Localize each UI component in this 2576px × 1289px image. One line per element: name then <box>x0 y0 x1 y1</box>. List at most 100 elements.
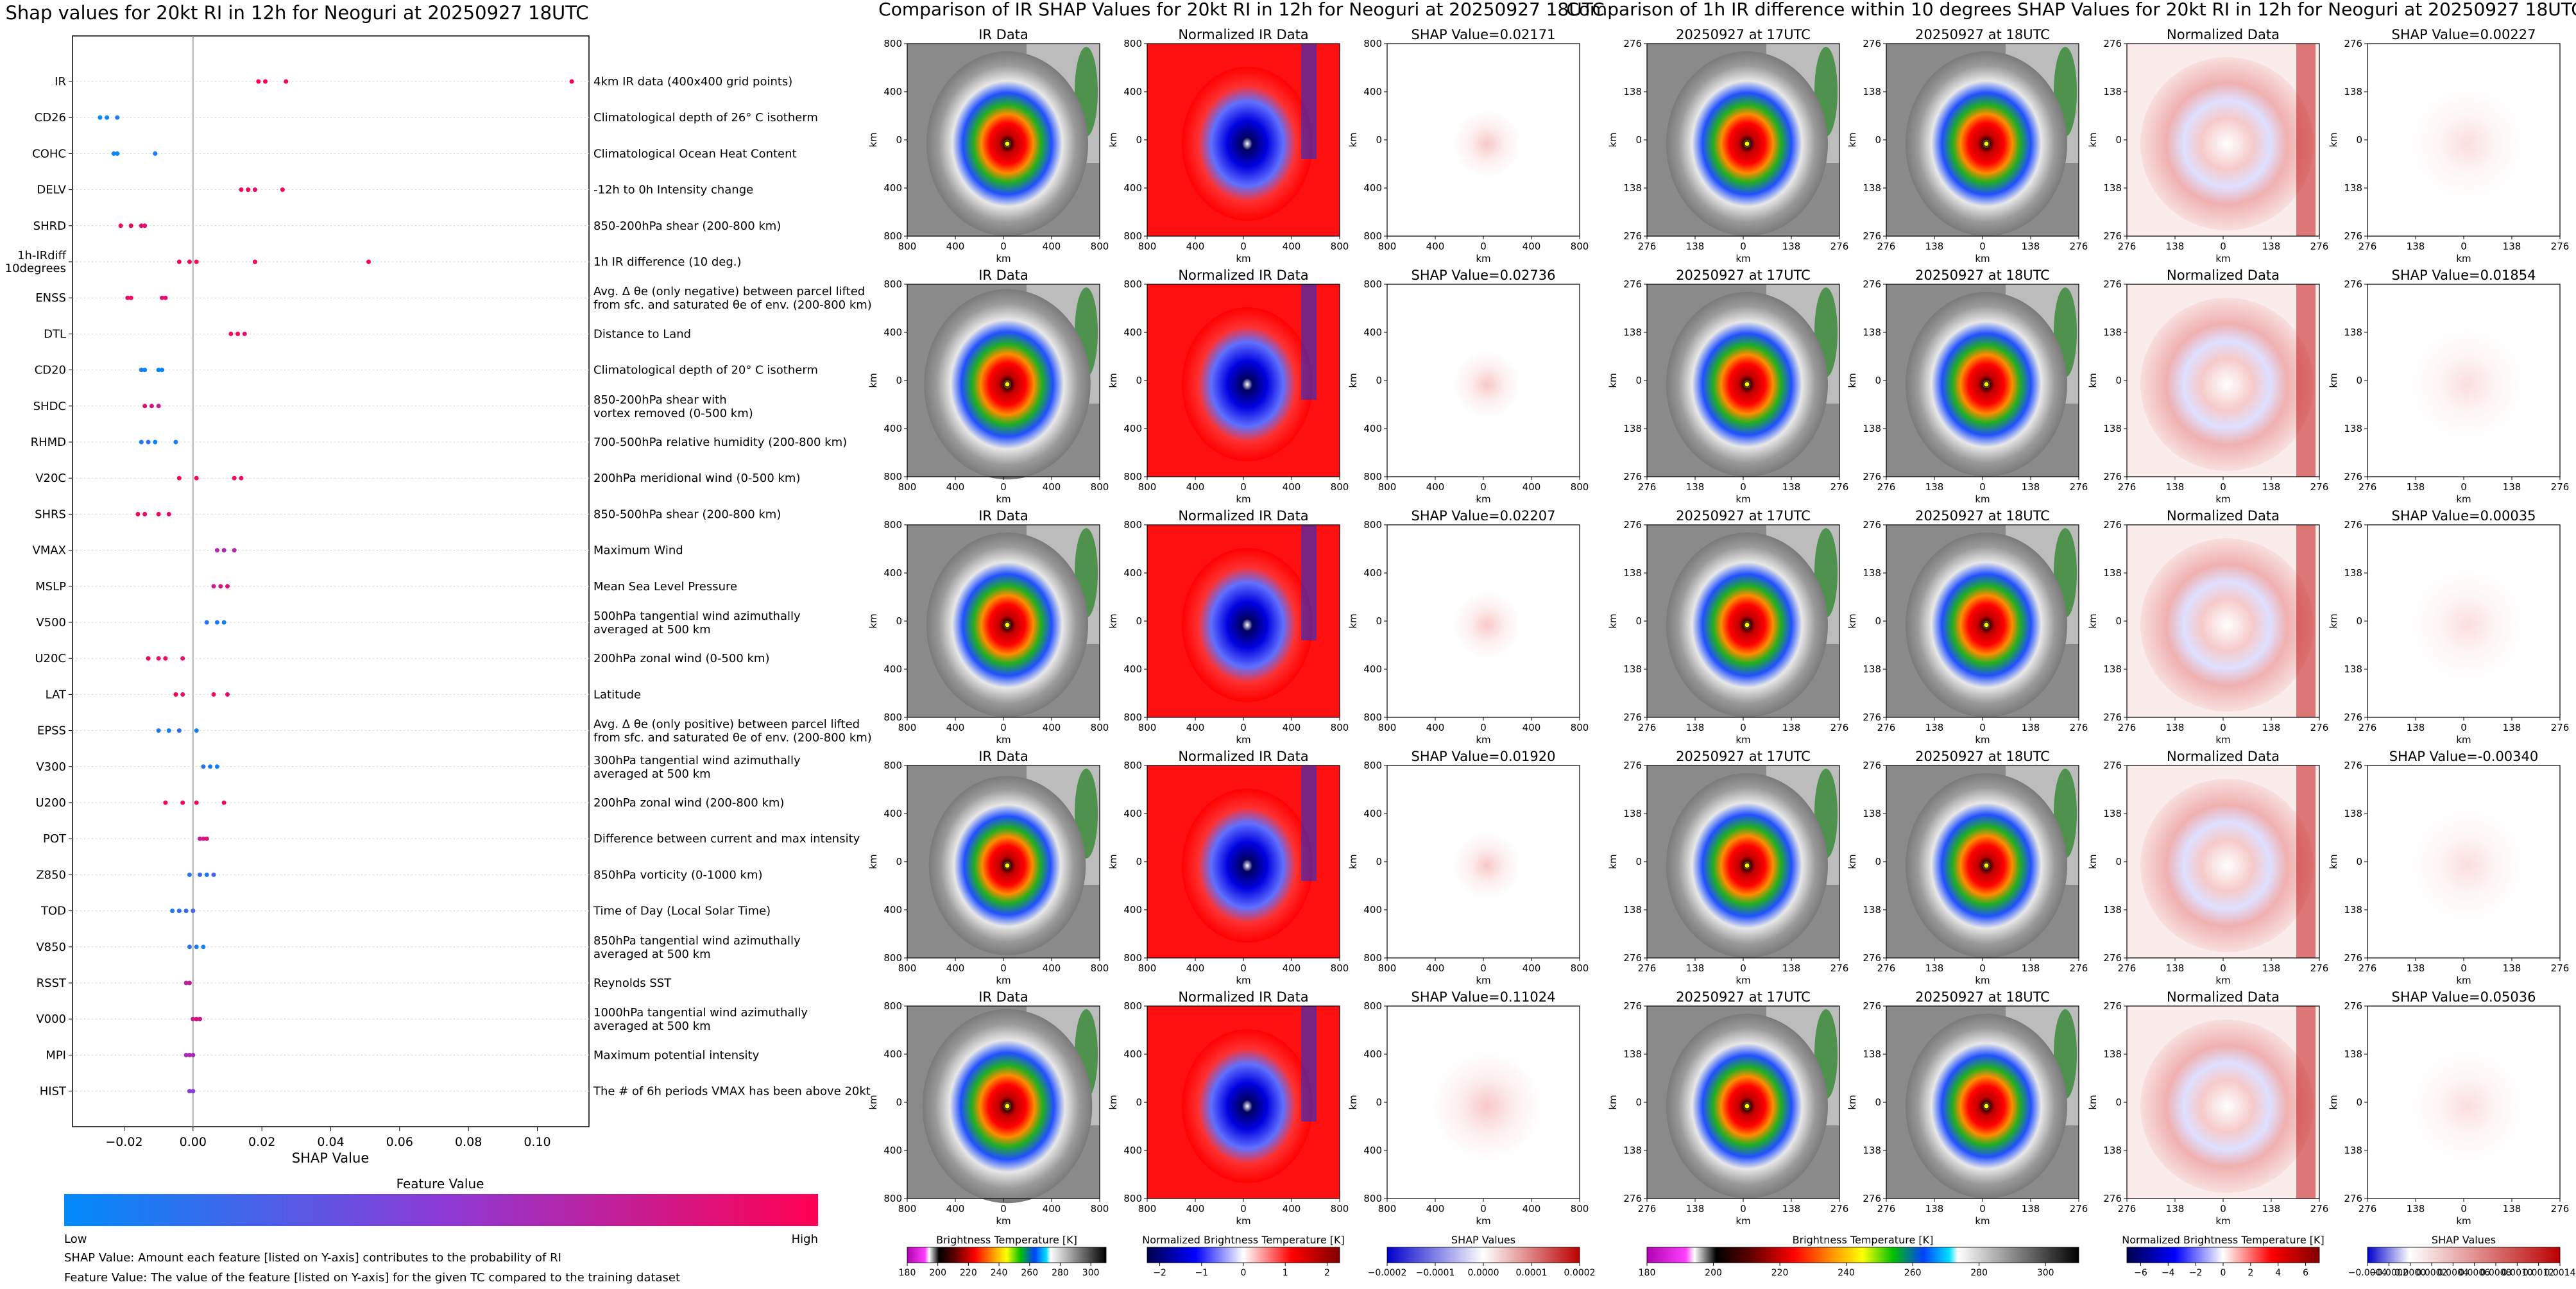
x-tick-label: 276 <box>2551 481 2570 493</box>
x-tick-label: 0 <box>1480 962 1487 974</box>
x-axis-label: km <box>1476 1215 1490 1227</box>
x-tick-label: 276 <box>2551 241 2570 252</box>
x-tick-label: 0 <box>2461 1203 2467 1215</box>
panel-title: 20250927 at 17UTC <box>1676 268 1811 283</box>
y-tick-label: 138 <box>1863 904 1881 916</box>
x-tick-label: 0 <box>2461 722 2467 733</box>
y-tick-label: 138 <box>2344 808 2362 819</box>
x-axis-label: km <box>1975 253 1990 264</box>
y-tick-label: 138 <box>1623 663 1642 675</box>
x-tick-label: 800 <box>898 722 917 733</box>
y-axis-label: km <box>1607 613 1619 628</box>
feature-row: IR 4km IR data (400x400 grid points) <box>55 75 792 89</box>
y-tick-label: 0 <box>2356 375 2362 386</box>
colorbar-tick-label: −0.0001 <box>1416 1268 1455 1278</box>
x-tick-label: 0 <box>1240 962 1247 974</box>
shap-point <box>156 511 161 516</box>
x-tick-label: 276 <box>1877 241 1896 252</box>
shap-point <box>214 620 219 625</box>
y-axis-label: km <box>1847 1095 1858 1109</box>
y-tick-label: 0 <box>896 856 902 867</box>
y-tick-label: 0 <box>896 615 902 627</box>
y-tick-label: 276 <box>2344 952 2362 964</box>
feature-description: 200hPa zonal wind (0-500 km) <box>593 652 770 665</box>
x-tick-label: 138 <box>1782 722 1801 733</box>
y-tick-label: 276 <box>1863 1000 1881 1012</box>
colorbar-tick-label: 200 <box>929 1268 946 1278</box>
y-tick-label: 0 <box>2115 1097 2122 1108</box>
feature-row: POT Difference between current and max in… <box>43 832 860 846</box>
x-tick-label: 276 <box>2118 241 2137 252</box>
x-axis-label: km <box>1736 493 1750 505</box>
y-axis-label: km <box>2328 854 2339 869</box>
y-tick-label: 276 <box>1863 38 1881 49</box>
x-tick-label: 400 <box>1283 481 1301 493</box>
normalized-diff-image <box>2140 1020 2314 1193</box>
shap-point <box>111 151 116 156</box>
x-tick-label: 138 <box>2262 481 2281 493</box>
feature-row: 1h-IRdiff 10degrees 1h IR difference (10 d… <box>5 249 742 275</box>
feature-description: 300hPa tangential wind azimuthally averag… <box>593 754 801 781</box>
diff-panel: Normalized Data2762761381380013813827627… <box>2087 989 2328 1227</box>
shap-point <box>204 836 209 841</box>
shap-point <box>180 656 185 661</box>
x-tick-label: 400 <box>1043 1203 1061 1215</box>
feature-description: Difference between current and max inten… <box>593 832 860 846</box>
y-tick-label: 276 <box>1623 1193 1642 1204</box>
shap-point <box>139 223 144 228</box>
panel-title: SHAP Value=-0.00340 <box>2389 749 2539 764</box>
panel-title: Normalized Data <box>2167 268 2280 283</box>
x-tick-label: 138 <box>2022 722 2040 733</box>
y-tick-label: 138 <box>2103 904 2122 916</box>
x-tick-label: 276 <box>1877 962 1896 974</box>
x-tick-label: 276 <box>2358 1203 2377 1215</box>
x-tick-label: 400 <box>1523 722 1541 733</box>
feature-name: RSST <box>37 977 67 990</box>
x-tick-label: 800 <box>1331 1203 1349 1215</box>
x-tick-label: 800 <box>1571 1203 1589 1215</box>
x-tick-label: 400 <box>1186 722 1205 733</box>
x-tick-label: 138 <box>2503 722 2521 733</box>
shap-point <box>198 836 203 841</box>
x-tick-label: 400 <box>1523 241 1541 252</box>
colorbar-label: SHAP Values <box>1451 1234 1515 1246</box>
y-tick-label: 276 <box>2344 712 2362 723</box>
y-axis-label: km <box>1107 613 1119 628</box>
x-tick-label: 276 <box>2358 241 2377 252</box>
x-tick-label: 276 <box>2358 722 2377 733</box>
y-axis-label: km <box>1107 132 1119 147</box>
feature-rows: IR 4km IR data (400x400 grid points)CD26 C… <box>5 75 872 1098</box>
x-tick-label: 276 <box>2551 1203 2570 1215</box>
shap-heatmap <box>2410 808 2525 923</box>
ir-time-panel: 20250927 at 18UTC27627613813800138138276… <box>1847 508 2088 746</box>
x-tick-label: 276 <box>2118 1203 2137 1215</box>
shap-point <box>235 331 241 336</box>
feature-description: Climatological depth of 26° C isotherm <box>593 111 818 124</box>
x-tick-label: 400 <box>1523 1203 1541 1215</box>
shap-point <box>187 872 192 877</box>
feature-value-colorbar <box>64 1194 818 1226</box>
y-tick-label: 276 <box>2103 712 2122 723</box>
x-tick-label: 0.06 <box>386 1135 413 1149</box>
y-axis-label: km <box>1607 854 1619 869</box>
shap-point <box>105 115 110 120</box>
feature-row: COHC Climatological Ocean Heat Content <box>32 147 796 160</box>
panel-title: 20250927 at 18UTC <box>1915 27 2050 42</box>
panel-title: SHAP Value=0.11024 <box>1412 989 1556 1005</box>
feature-row: DELV -12h to 0h Intensity change <box>37 184 753 197</box>
y-tick-label: 800 <box>883 760 902 771</box>
y-axis-label: km <box>1347 854 1359 869</box>
panel-title: 20250927 at 17UTC <box>1676 749 1811 764</box>
y-tick-label: 800 <box>1363 1000 1382 1012</box>
shap-point <box>176 728 182 733</box>
x-tick-label: 276 <box>1830 962 1849 974</box>
x-tick-label: 0 <box>1979 962 1986 974</box>
colorbar: Normalized Brightness Temperature [K] −2 −… <box>1142 1234 1345 1278</box>
feature-description: Climatological Ocean Heat Content <box>593 147 797 160</box>
feature-name: ENSS <box>35 291 66 305</box>
storm-center-marker <box>1983 622 1990 628</box>
y-tick-label: 400 <box>1363 182 1382 194</box>
y-axis-label: km <box>867 613 879 628</box>
x-tick-label: 138 <box>1782 1203 1801 1215</box>
shap-heatmap <box>1453 832 1521 900</box>
